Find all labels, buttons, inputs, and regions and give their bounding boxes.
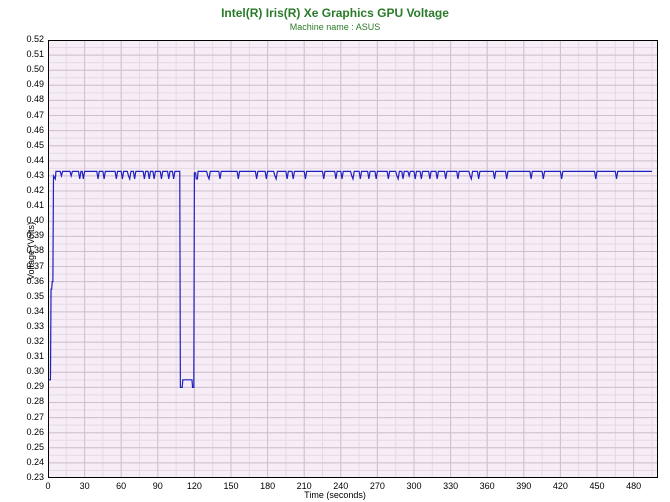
y-tick-label: 0.51 — [26, 49, 44, 59]
y-tick-label: 0.47 — [26, 110, 44, 120]
x-tick-label: 420 — [550, 481, 570, 491]
y-tick-label: 0.23 — [26, 472, 44, 482]
x-tick-label: 210 — [294, 481, 314, 491]
y-tick-label: 0.35 — [26, 291, 44, 301]
y-tick-label: 0.29 — [26, 381, 44, 391]
y-tick-label: 0.49 — [26, 79, 44, 89]
y-tick-label: 0.33 — [26, 321, 44, 331]
voltage-chart: Intel(R) Iris(R) Xe Graphics GPU Voltage… — [0, 0, 670, 502]
y-tick-label: 0.32 — [26, 336, 44, 346]
x-tick-label: 240 — [331, 481, 351, 491]
x-tick-label: 30 — [75, 481, 95, 491]
x-axis-label: Time (seconds) — [0, 490, 670, 500]
chart-subtitle: Machine name : ASUS — [0, 22, 670, 32]
y-tick-label: 0.39 — [26, 230, 44, 240]
y-tick-label: 0.38 — [26, 245, 44, 255]
y-tick-label: 0.48 — [26, 94, 44, 104]
y-tick-label: 0.27 — [26, 412, 44, 422]
y-tick-label: 0.26 — [26, 427, 44, 437]
y-tick-label: 0.42 — [26, 185, 44, 195]
y-tick-label: 0.30 — [26, 366, 44, 376]
x-tick-label: 360 — [477, 481, 497, 491]
y-tick-label: 0.24 — [26, 457, 44, 467]
x-tick-label: 150 — [221, 481, 241, 491]
y-tick-label: 0.31 — [26, 351, 44, 361]
y-tick-label: 0.36 — [26, 276, 44, 286]
y-tick-label: 0.40 — [26, 215, 44, 225]
y-tick-label: 0.50 — [26, 64, 44, 74]
y-tick-label: 0.46 — [26, 125, 44, 135]
x-tick-label: 270 — [367, 481, 387, 491]
y-tick-label: 0.52 — [26, 34, 44, 44]
x-tick-label: 0 — [38, 481, 58, 491]
y-tick-label: 0.37 — [26, 261, 44, 271]
x-tick-label: 450 — [587, 481, 607, 491]
y-tick-label: 0.43 — [26, 170, 44, 180]
y-tick-label: 0.28 — [26, 396, 44, 406]
x-tick-label: 330 — [441, 481, 461, 491]
y-tick-label: 0.44 — [26, 155, 44, 165]
chart-title: Intel(R) Iris(R) Xe Graphics GPU Voltage — [0, 6, 670, 20]
y-tick-label: 0.41 — [26, 200, 44, 210]
x-tick-label: 60 — [111, 481, 131, 491]
y-tick-label: 0.34 — [26, 306, 44, 316]
y-tick-label: 0.25 — [26, 442, 44, 452]
x-tick-label: 300 — [404, 481, 424, 491]
x-tick-label: 120 — [184, 481, 204, 491]
x-tick-label: 180 — [258, 481, 278, 491]
plot-area — [48, 40, 658, 478]
x-tick-label: 90 — [148, 481, 168, 491]
x-tick-label: 390 — [514, 481, 534, 491]
x-tick-label: 480 — [624, 481, 644, 491]
y-tick-label: 0.45 — [26, 140, 44, 150]
